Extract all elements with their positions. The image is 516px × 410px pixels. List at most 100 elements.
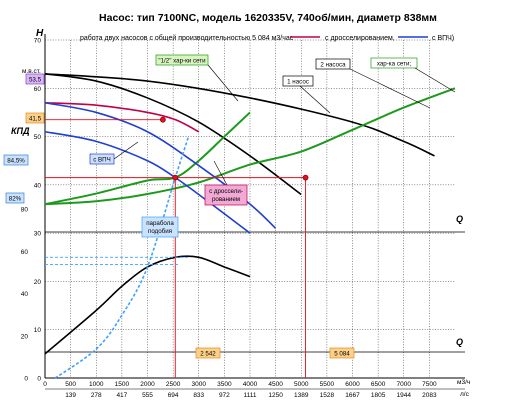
- annotation-text: рованием: [212, 196, 240, 203]
- leader-line: [349, 68, 431, 109]
- x-tick-label-m3h: 5000: [294, 381, 309, 388]
- x-tick-label-m3h: 7000: [397, 381, 412, 388]
- eff-tick-label: 20: [21, 333, 29, 340]
- x-tick-label-ls: 278: [91, 392, 102, 399]
- x-tick-label-ls: 1944: [397, 392, 412, 399]
- annotation-text: хар-ка сети;: [377, 61, 412, 68]
- y-axis-eff-label: КПД: [11, 126, 30, 136]
- axes: [44, 34, 465, 390]
- x-tick-label-m3h: 5500: [320, 381, 335, 388]
- leader-line: [414, 67, 456, 93]
- annotation-text: 1 насос: [287, 79, 309, 86]
- operating-points: [159, 116, 309, 181]
- x-tick-label-ls: 1111: [243, 392, 256, 399]
- annotation-box: [282, 75, 314, 87]
- x-tick-label-m3h: 4000: [243, 381, 258, 388]
- series-line-1: [44, 73, 435, 157]
- x-tick-label-ls: 417: [116, 392, 127, 399]
- y-tick-label: 70: [34, 38, 42, 45]
- annotation-box: [315, 58, 351, 70]
- y-tick-label: 50: [34, 134, 42, 141]
- x-tick-label-m3h: 500: [65, 381, 76, 388]
- y-tick-label: 20: [34, 279, 42, 286]
- annotation-box: [155, 54, 209, 66]
- annotation-box: [370, 57, 418, 69]
- operating-point: [172, 174, 179, 181]
- x-tick-label-m3h: 3500: [217, 381, 232, 388]
- x-tick-label-ls: 1667: [345, 392, 360, 399]
- leader-line: [299, 85, 331, 114]
- y-tick-label: 30: [34, 231, 42, 238]
- annotation-box: [204, 184, 248, 206]
- x-tick-label-m3h: 6000: [345, 381, 360, 388]
- annotation-box: [25, 112, 45, 124]
- x-tick-label-m3h: 2500: [166, 381, 181, 388]
- operating-point: [159, 116, 166, 123]
- annotation-box: [25, 73, 45, 85]
- x-tick-label-ls: 2083: [422, 392, 437, 399]
- leader-line: [213, 160, 228, 186]
- annotation-text: 82%: [9, 196, 22, 203]
- x-tick-label-ls: 1250: [268, 392, 283, 399]
- chart-title: Насос: тип 7100NC, модель 1620335V, 740о…: [99, 12, 437, 24]
- annotation-text: 5 084: [334, 351, 350, 358]
- series-line-2: [44, 87, 456, 206]
- x-tick-label-ls: 972: [219, 392, 230, 399]
- x-tick-label-ls: 1389: [294, 392, 309, 399]
- grid: [44, 39, 455, 379]
- annotation-text: 53,5: [29, 77, 42, 84]
- y-tick-label: 40: [34, 182, 42, 189]
- annotation-box: [5, 192, 25, 204]
- series-line-6: [44, 255, 251, 355]
- series-line-7: [44, 101, 277, 229]
- eff-tick-label: 80: [21, 207, 29, 214]
- y-tick-label: 60: [34, 86, 42, 93]
- annotation-box: [195, 347, 221, 359]
- annotation-text: с ВПЧ: [93, 157, 111, 164]
- leader-line: [207, 64, 239, 102]
- x-tick-label-m3h: 2000: [140, 381, 155, 388]
- annotation-text: с дроссели-: [209, 188, 243, 195]
- annotation-box: [3, 154, 29, 166]
- annotation-text: "1/2" хар-ки сети: [158, 58, 206, 65]
- x-tick-label-m3h: 0: [43, 381, 47, 388]
- x-axis-unit-m3h: м3/ч: [457, 379, 470, 386]
- y-axis-units-label: м.в.ст.: [22, 68, 41, 75]
- y-tick-label: 10: [34, 327, 42, 334]
- chart-subtitle: работа двух насосов с общей производител…: [80, 34, 294, 42]
- y-tick-label: 0: [37, 376, 41, 383]
- operating-point: [302, 174, 309, 181]
- legend-label-vfd: с ВПЧ): [432, 35, 454, 42]
- reference-lines: [45, 119, 307, 378]
- annotation-text: подобия: [148, 228, 172, 235]
- y-axis-head-label: Н: [36, 28, 44, 39]
- x-tick-label-ls: 555: [142, 392, 153, 399]
- x-tick-label-ls: 139: [65, 392, 76, 399]
- annotation-text: 84,5%: [7, 158, 25, 165]
- eff-tick-label: 40: [21, 291, 29, 298]
- x-axis-label-lower: Q: [456, 337, 463, 347]
- x-tick-label-m3h: 4500: [268, 381, 283, 388]
- x-tick-label-ls: 694: [168, 392, 179, 399]
- labels: 0 10 20 30 40 50 60 70 0 20 40 60 80 0 500 1000 1500 2000…: [3, 38, 456, 399]
- x-tick-label-ls: 1528: [320, 392, 335, 399]
- x-tick-label-ls: 833: [193, 392, 204, 399]
- x-tick-label-m3h: 3000: [192, 381, 207, 388]
- legend-label-throttle: с дросселированием,: [325, 35, 395, 42]
- annotation-box: [329, 347, 355, 359]
- annotation-text: 2 542: [200, 351, 216, 358]
- annotation-text: 41,5: [29, 116, 42, 123]
- x-tick-label-m3h: 7500: [422, 381, 437, 388]
- x-tick-label-m3h: 1000: [89, 381, 104, 388]
- x-tick-label-ls: 1805: [371, 392, 386, 399]
- x-tick-label-m3h: 1500: [115, 381, 130, 388]
- eff-tick-label: 60: [21, 249, 29, 256]
- eff-tick-label: 0: [24, 376, 28, 383]
- annotation-box: [141, 216, 179, 238]
- x-axis-label-upper: Q: [456, 214, 463, 224]
- annotation-text: парабола: [146, 220, 174, 227]
- annotation-text: 2 насоса: [320, 62, 346, 69]
- x-axis-unit-ls: л/с: [460, 391, 470, 398]
- x-tick-label-m3h: 6500: [371, 381, 386, 388]
